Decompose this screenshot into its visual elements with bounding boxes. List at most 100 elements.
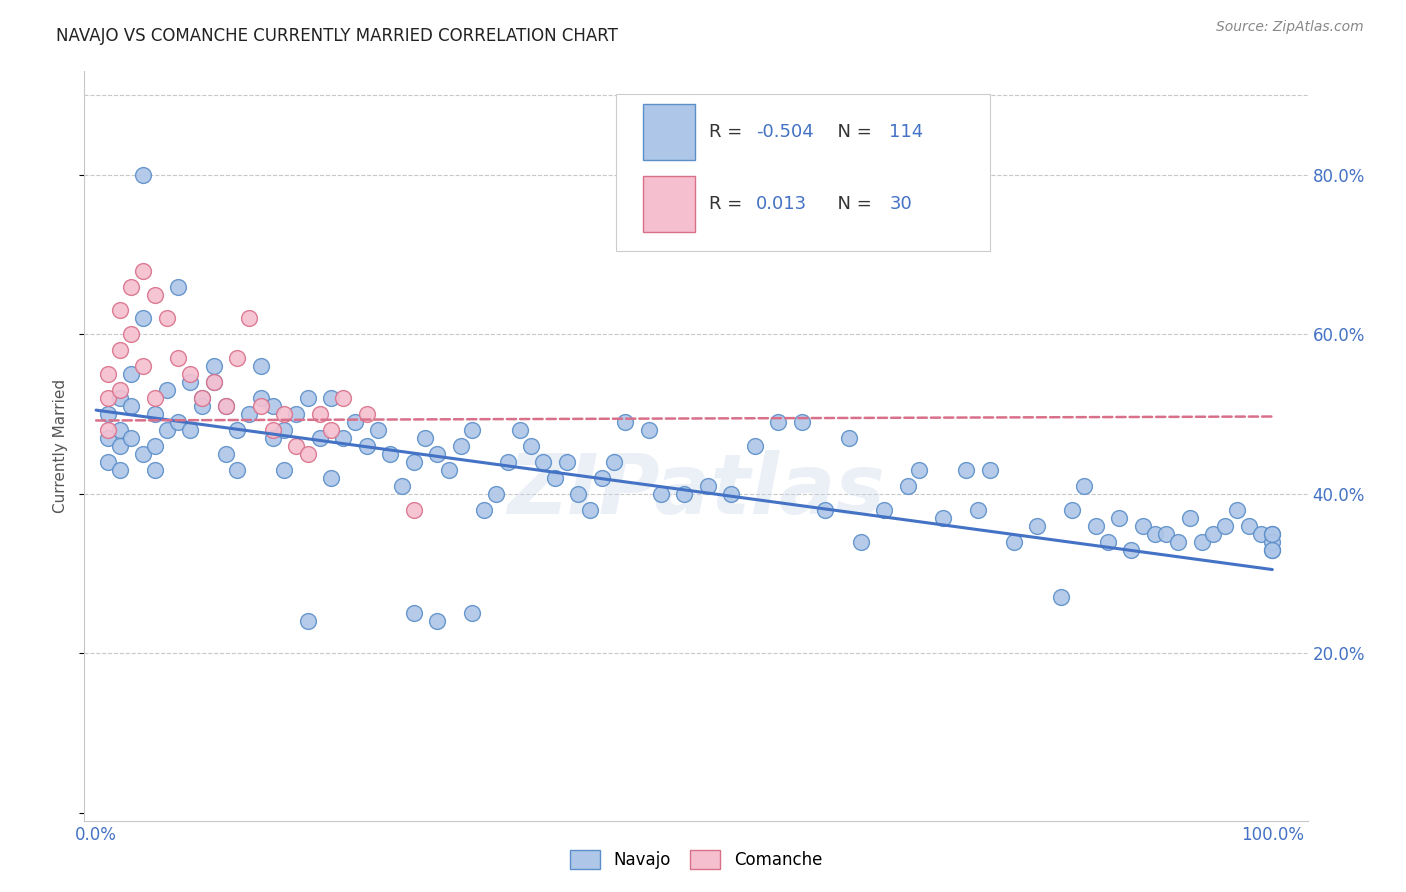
Text: Source: ZipAtlas.com: Source: ZipAtlas.com: [1216, 20, 1364, 34]
Point: [768, 415, 790, 429]
Point: [108, 303, 131, 318]
Y-axis label: Currently Married: Currently Married: [53, 379, 69, 513]
Point: [614, 415, 637, 429]
Point: [555, 455, 578, 469]
Point: [332, 391, 354, 405]
Point: [1202, 526, 1225, 541]
Point: [1226, 502, 1249, 516]
Point: [321, 471, 343, 485]
Point: [332, 431, 354, 445]
Point: [202, 359, 225, 374]
Point: [97, 423, 120, 437]
Point: [156, 311, 179, 326]
Point: [285, 407, 308, 421]
Point: [238, 407, 260, 421]
Point: [955, 463, 977, 477]
Point: [1002, 534, 1025, 549]
Point: [967, 502, 990, 516]
Point: [273, 407, 295, 421]
Text: 0.013: 0.013: [756, 195, 807, 213]
Point: [120, 327, 142, 342]
Point: [108, 391, 131, 405]
Point: [1084, 518, 1107, 533]
Text: N =: N =: [825, 195, 877, 213]
Point: [509, 423, 531, 437]
Point: [472, 502, 495, 516]
Point: [143, 463, 166, 477]
Point: [108, 439, 131, 453]
Point: [367, 423, 389, 437]
Point: [932, 510, 955, 524]
Point: [1049, 591, 1071, 605]
Point: [1108, 510, 1130, 524]
Point: [191, 399, 214, 413]
Point: [873, 502, 896, 516]
Point: [108, 383, 131, 397]
Text: R =: R =: [710, 123, 748, 141]
Point: [450, 439, 472, 453]
Point: [402, 607, 425, 621]
Point: [97, 368, 120, 382]
Text: N =: N =: [825, 123, 877, 141]
Point: [1026, 518, 1049, 533]
Point: [156, 423, 179, 437]
Point: [321, 391, 343, 405]
Point: [262, 399, 284, 413]
Point: [262, 431, 284, 445]
Point: [226, 463, 249, 477]
Point: [544, 471, 567, 485]
Text: 30: 30: [889, 195, 912, 213]
Point: [249, 399, 271, 413]
Point: [191, 391, 214, 405]
Point: [156, 383, 179, 397]
Point: [226, 423, 249, 437]
Point: [402, 502, 425, 516]
Point: [132, 263, 155, 277]
Point: [108, 423, 131, 437]
Point: [591, 471, 613, 485]
Point: [650, 487, 672, 501]
Point: [343, 415, 366, 429]
Point: [132, 359, 155, 374]
Point: [321, 423, 343, 437]
Point: [696, 479, 718, 493]
Point: [108, 343, 131, 358]
Point: [1261, 526, 1284, 541]
Text: NAVAJO VS COMANCHE CURRENTLY MARRIED CORRELATION CHART: NAVAJO VS COMANCHE CURRENTLY MARRIED COR…: [56, 27, 619, 45]
Point: [120, 279, 142, 293]
Point: [1213, 518, 1236, 533]
Point: [531, 455, 554, 469]
Point: [120, 368, 142, 382]
Point: [120, 399, 142, 413]
Point: [202, 376, 225, 390]
Point: [415, 431, 437, 445]
Point: [143, 287, 166, 301]
Point: [120, 431, 142, 445]
Point: [262, 423, 284, 437]
Point: [214, 399, 236, 413]
Point: [143, 407, 166, 421]
Bar: [644, 176, 695, 232]
Point: [520, 439, 543, 453]
Point: [238, 311, 260, 326]
Point: [297, 447, 319, 461]
Point: [790, 415, 813, 429]
Point: [97, 455, 120, 469]
Point: [1261, 542, 1284, 557]
Point: [214, 399, 236, 413]
Bar: [644, 103, 695, 160]
Point: [179, 368, 201, 382]
Point: [849, 534, 872, 549]
Point: [356, 439, 378, 453]
Point: [97, 431, 120, 445]
Point: [744, 439, 766, 453]
Text: R =: R =: [710, 195, 754, 213]
Text: ZIPatlas: ZIPatlas: [508, 450, 884, 532]
Point: [391, 479, 413, 493]
Point: [426, 615, 449, 629]
Point: [897, 479, 920, 493]
Point: [402, 455, 425, 469]
Point: [132, 311, 155, 326]
Point: [1097, 534, 1119, 549]
Point: [461, 607, 484, 621]
